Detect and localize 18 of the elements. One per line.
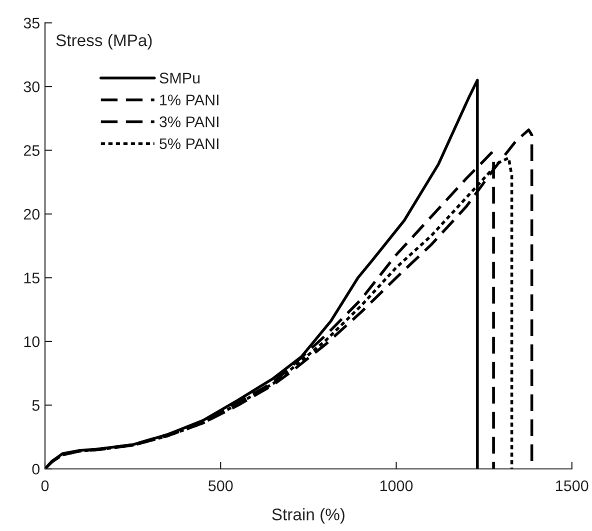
x-tick-label: 1500 — [556, 480, 588, 492]
y-tick-label: 15 — [24, 272, 40, 284]
x-tick-label: 1000 — [380, 480, 413, 492]
y-tick-label: 20 — [24, 208, 40, 220]
x-axis-title: Strain (%) — [272, 508, 344, 524]
x-tick-label: 0 — [41, 480, 49, 492]
y-tick-label: 25 — [24, 145, 40, 156]
x-tick-label: 500 — [208, 480, 233, 492]
y-tick-label: 5 — [32, 400, 40, 411]
legend-label: 1% PANI — [160, 94, 218, 106]
y-tick-label: 35 — [24, 18, 40, 29]
legend-label: 3% PANI — [160, 116, 218, 128]
y-tick-label: 30 — [24, 81, 40, 92]
y-axis-title: Stress (MPa) — [56, 34, 152, 50]
legend-label: 5% PANI — [160, 138, 218, 150]
y-tick-label: 0 — [32, 464, 40, 475]
legend-label: SMPu — [160, 72, 200, 84]
y-tick-label: 10 — [24, 336, 40, 348]
